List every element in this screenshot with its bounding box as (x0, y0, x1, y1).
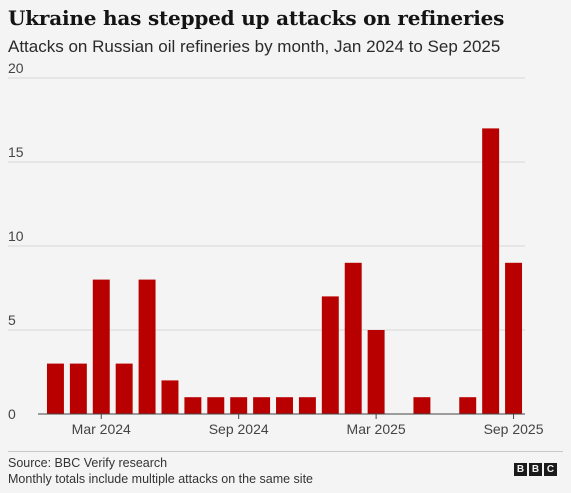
bbc-logo-block-2: B (529, 463, 542, 476)
bar-feb-2024 (69, 363, 87, 414)
bar-sep-2024 (230, 397, 248, 414)
bar-nov-2024 (276, 397, 293, 414)
chart-subtitle: Attacks on Russian oil refineries by mon… (8, 37, 501, 56)
bar-mar-2025 (367, 330, 385, 414)
bar-aug-2024 (207, 397, 225, 414)
bar-jul-2025 (459, 397, 477, 414)
bar-jan-2025 (321, 296, 339, 414)
bar-jul-2024 (184, 397, 202, 414)
y-tick-label-5: 5 (8, 312, 16, 328)
y-tick-label-15: 15 (8, 144, 24, 160)
bar-may-2024 (138, 279, 156, 414)
bar-jan-2024 (46, 363, 64, 414)
bar-jun-2024 (161, 380, 179, 414)
source-note: Source: BBC Verify research (8, 456, 168, 470)
bar-dec-2024 (298, 397, 316, 414)
x-tick-label-1: Sep 2024 (209, 421, 269, 437)
y-tick-label-20: 20 (8, 60, 24, 76)
bar-mar-2024 (92, 279, 110, 414)
x-tick-label-0: Mar 2024 (72, 421, 131, 437)
y-tick-label-10: 10 (8, 228, 24, 244)
bbc-logo-block-1: B (514, 463, 527, 476)
footer-divider (8, 451, 563, 452)
x-tick-label-3: Sep 2025 (484, 421, 544, 437)
bar-may-2025 (413, 397, 431, 414)
bar-sep-2025 (505, 262, 523, 414)
x-tick-label-2: Mar 2025 (347, 421, 406, 437)
bar-oct-2024 (253, 397, 271, 414)
footnote: Monthly totals include multiple attacks … (8, 472, 314, 486)
bar-feb-2025 (344, 262, 362, 414)
y-tick-label-0: 0 (8, 406, 16, 422)
bbc-logo: B B C (514, 463, 557, 476)
bbc-logo-block-3: C (544, 463, 557, 476)
bar-chart: 0 5 10 15 20 Mar 2024 Sep 2024 Mar 2025 Sep 2025 (8, 60, 544, 437)
chart-title: Ukraine has stepped up attacks on refine… (8, 6, 505, 30)
bar-apr-2024 (115, 363, 133, 414)
bar-aug-2025 (482, 128, 500, 414)
